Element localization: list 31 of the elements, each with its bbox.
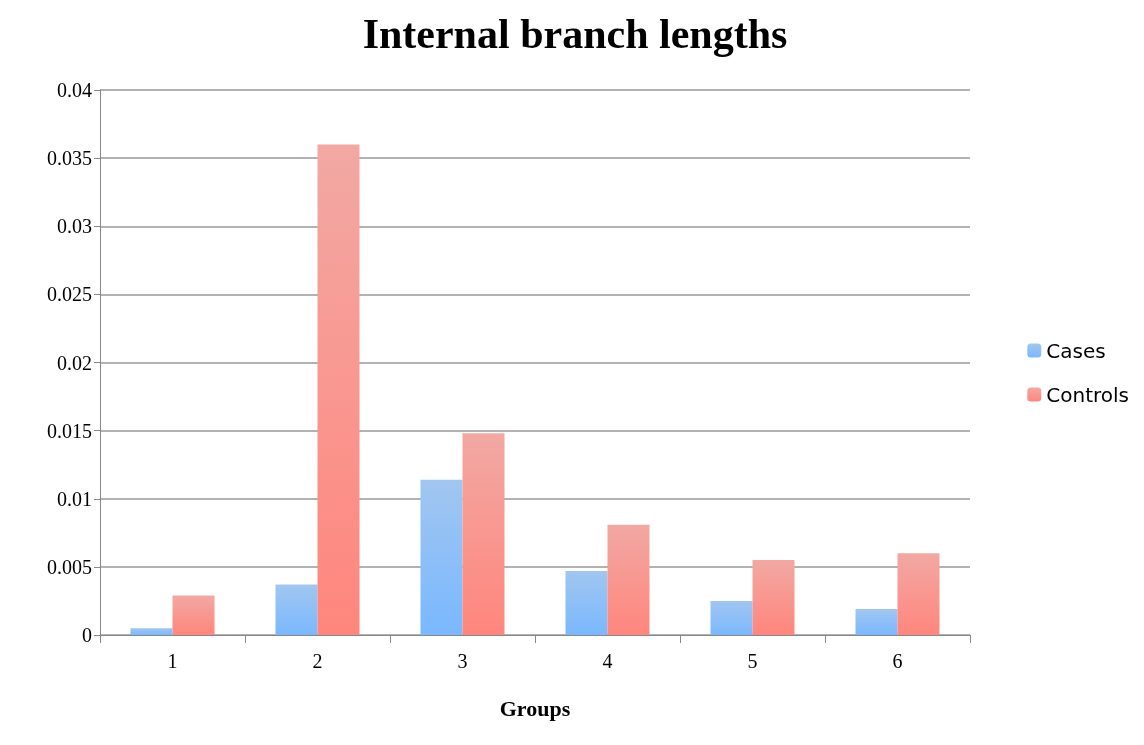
y-tick-label: 0	[82, 624, 92, 646]
x-tick-label: 2	[312, 650, 323, 672]
x-tick-label: 1	[167, 650, 178, 672]
bar	[855, 609, 898, 635]
bar	[565, 570, 608, 635]
legend-label: Controls	[1046, 382, 1129, 407]
x-tick-label: 6	[892, 650, 903, 672]
y-tick-label: 0.02	[57, 351, 92, 374]
y-tick-label: 0.005	[47, 555, 92, 578]
chart-title: Internal branch lengths	[362, 11, 788, 57]
x-axis-title: Groups	[499, 695, 571, 721]
x-tick-label: 4	[602, 650, 613, 672]
bar	[172, 595, 215, 635]
y-tick-label: 0.04	[57, 79, 92, 101]
y-tick-label: 0.035	[47, 147, 92, 170]
y-tick-label: 0.03	[57, 215, 92, 238]
x-tick-label: 5	[747, 650, 758, 672]
x-tick-label: 3	[457, 650, 468, 672]
legend-label: Cases	[1046, 338, 1106, 363]
y-tick-label: 0.015	[47, 419, 92, 442]
bar	[897, 553, 940, 635]
bar	[462, 433, 505, 635]
bar	[420, 479, 463, 635]
bar	[317, 144, 360, 635]
bar	[607, 524, 650, 635]
y-tick-label: 0.01	[57, 487, 92, 510]
bar	[130, 628, 173, 635]
bar	[275, 584, 318, 635]
bar	[710, 600, 753, 635]
bar	[752, 560, 795, 635]
y-tick-label: 0.025	[47, 283, 92, 306]
